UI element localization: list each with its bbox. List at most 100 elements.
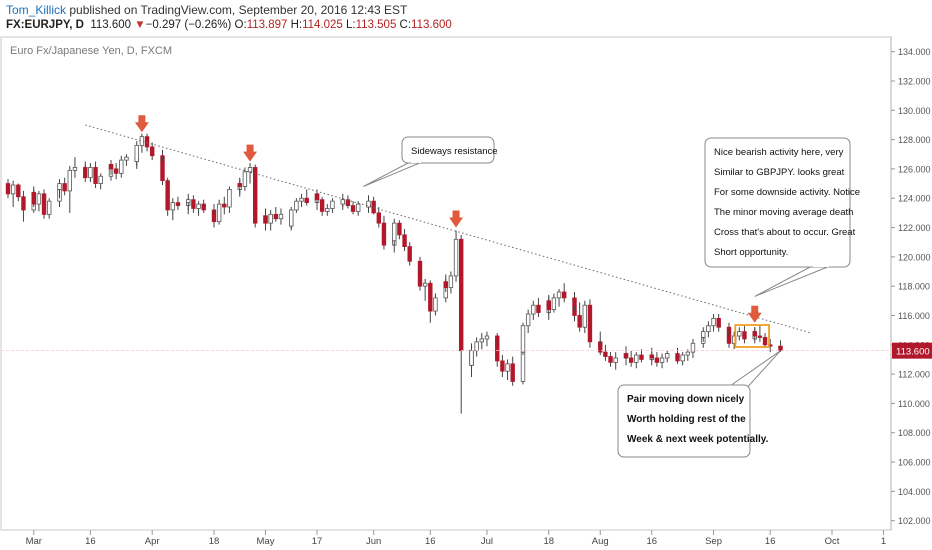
symbol-line: FX:EURJPY, D 113.600 ▼−0.297 (−0.26%) O:… [6,19,452,31]
x-tick-label: Oct [825,536,840,547]
candle-body [108,164,114,170]
callout-pointer [363,161,423,187]
candle-body [448,275,454,289]
candle-body [572,310,577,316]
candle-body [551,297,557,311]
candle-body [520,351,526,382]
candle-body [371,200,376,214]
candle-body [737,331,742,337]
candle-body [428,282,433,312]
candle-body [634,354,639,363]
candle-body [160,161,165,182]
y-tick-label: 120.000 [898,252,931,262]
y-tick-label: 122.000 [898,223,931,233]
callout-text: Week & next week potentially. [627,434,769,445]
publish-info: published on TradingView.com, September … [66,3,408,17]
candle-body [474,341,479,352]
last-price-label: 113.600 [896,347,930,358]
down-arrow-marker [243,144,258,162]
callout-pointer [729,350,781,392]
candle-body [62,183,67,192]
candle-body [170,202,175,211]
candle-body [757,335,763,338]
callout-text: Pair moving down nicely [627,394,745,405]
x-tick-label: Sep [705,536,722,547]
candle-body [31,191,36,205]
candle-body [41,193,47,215]
candle-body [608,356,613,363]
candle-body [366,200,371,208]
candle-body [186,199,191,204]
callout-text: Worth holding rest of the [627,414,746,425]
candle-body [330,200,335,209]
x-tick-label: May [257,536,275,547]
callout-text: Nice bearish activity here, very [714,147,844,158]
high-label: H: [290,19,303,31]
callout-text: Short opportunity. [714,247,788,258]
high-value: 114.025 [302,19,343,31]
candle-body [299,197,304,202]
candle-body [417,272,423,287]
candle-body [21,196,26,211]
candle-body [525,313,531,327]
candle-body [680,354,685,362]
candle-body [603,351,608,357]
candle-body [628,357,634,363]
callout-box [617,384,751,458]
candle-body [165,180,170,211]
callout-text: For some downside activity. Notice [714,187,860,198]
candle-body [350,205,356,212]
candle-body [742,331,747,340]
candle-body [623,353,629,359]
x-tick-label: Jun [366,536,381,547]
candle-body [273,213,278,220]
down-arrow-marker [747,305,762,323]
candle-body [252,167,258,224]
x-tick-label: 16 [646,536,657,547]
candle-body [67,169,72,192]
y-tick-label: 126.000 [898,164,931,174]
candle-body [319,199,325,212]
trendline [85,124,812,334]
x-tick-label: Aug [592,536,609,547]
candle-body [654,357,660,363]
callout-box [704,137,851,268]
candle-body [562,291,567,299]
candle-body [134,145,139,162]
candle-body [149,146,155,157]
candle-body [577,315,582,328]
open-label: O: [234,19,247,31]
author-link[interactable]: Tom_Killick [6,3,67,17]
price-chart[interactable]: 102.000 104.000 106.000 108.000 110.000 112.0… [0,36,932,550]
callout-join [730,385,744,392]
candle-body [711,318,716,327]
x-tick-label: Mar [26,536,42,547]
x-tick-label: 16 [85,536,96,547]
candle-body [402,234,407,247]
candle-body [613,357,618,363]
candle-body [314,193,320,201]
candle-body [778,345,783,352]
y-tick-label: 108.000 [898,428,931,438]
highlight-box [734,324,770,348]
x-tick-label: 18 [209,536,220,547]
candle-body [196,203,201,209]
candle-body [325,208,330,212]
candle-body [422,282,428,287]
y-tick-label: 134.000 [898,47,931,57]
candle-body [381,222,387,246]
callout-text: Sideways resistance [411,146,498,157]
candle-body [639,354,644,360]
candle-body [294,200,299,211]
candle-body [546,300,551,311]
y-tick-label: 118.000 [898,282,930,292]
candle-body [47,200,52,215]
callout-text: The minor moving average death [714,207,853,218]
candle-body [397,222,402,236]
candle-body [93,167,98,184]
candle-body [263,215,268,224]
candle-body [88,167,93,179]
chart-title: Euro Fx/Japanese Yen, D, FXCM [10,45,172,57]
candle-body [247,167,253,173]
candle-body [83,169,88,179]
